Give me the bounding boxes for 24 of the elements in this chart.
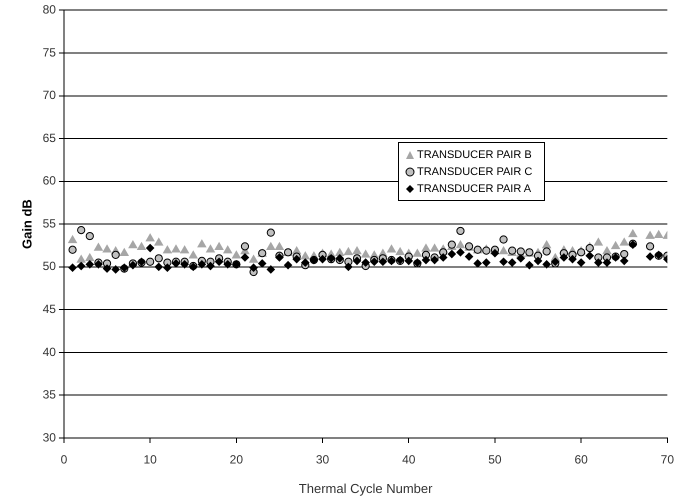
y-tick-label: 65 [42, 130, 56, 145]
x-axis-title: Thermal Cycle Number [298, 480, 434, 496]
x-tick-label: 30 [316, 452, 330, 467]
y-tick-label: 55 [42, 216, 56, 230]
x-tick-label: 0 [60, 452, 68, 467]
y-tick-label: 40 [42, 344, 56, 359]
y-tick-label: 75 [42, 45, 56, 60]
x-tick-label: 60 [574, 452, 588, 467]
x-tick-label: 70 [660, 452, 674, 467]
legend-label: TRANSDUCER PAIR B [417, 148, 532, 160]
y-tick-label: 35 [42, 388, 56, 402]
x-tick-label: 50 [488, 452, 502, 467]
y-tick-label: 45 [42, 302, 56, 316]
x-tick-label: 10 [143, 452, 158, 467]
y-axis-title: Gain dB [19, 199, 34, 250]
y-tick-label: 60 [42, 174, 56, 188]
y-tick-label: 50 [42, 259, 56, 274]
x-tick-label: 40 [402, 452, 416, 467]
y-tick-label: 70 [42, 88, 56, 102]
x-tick-label: 20 [230, 452, 244, 467]
legend-label: TRANSDUCER PAIR A [417, 182, 532, 194]
legend-label: TRANSDUCER PAIR C [417, 166, 532, 178]
y-tick-label: 30 [42, 430, 56, 444]
y-tick-label: 80 [42, 2, 56, 17]
